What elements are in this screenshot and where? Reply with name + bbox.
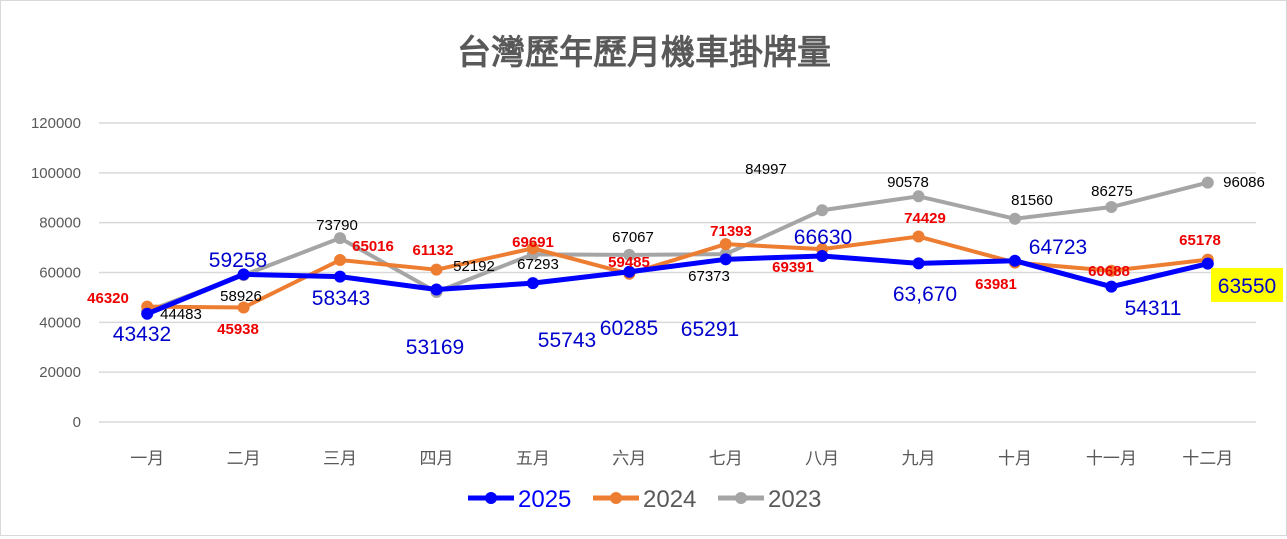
legend-label-2025: 2025 bbox=[518, 486, 571, 513]
data-point-2024 bbox=[237, 301, 250, 314]
data-label-2024: 65178 bbox=[1179, 232, 1221, 249]
x-tick-label: 十一月 bbox=[1086, 449, 1137, 468]
data-label-2024: 65016 bbox=[352, 238, 394, 255]
series-line-2025 bbox=[146, 253, 1209, 317]
data-label-2023: 44483 bbox=[160, 306, 202, 323]
data-label-2023: 67067 bbox=[612, 229, 654, 246]
y-tick-label: 80000 bbox=[39, 215, 81, 232]
data-point-2025 bbox=[237, 268, 250, 281]
y-tick-label: 100000 bbox=[31, 165, 81, 182]
data-point-2023 bbox=[1105, 201, 1118, 214]
y-tick-label: 20000 bbox=[39, 364, 81, 381]
data-point-2025 bbox=[719, 253, 732, 266]
data-point-2025 bbox=[816, 249, 829, 262]
data-point-2025 bbox=[912, 257, 925, 270]
data-label-2024: 63981 bbox=[975, 276, 1017, 293]
y-tick-label: 40000 bbox=[39, 314, 81, 331]
data-label-2024: 71393 bbox=[710, 223, 752, 240]
data-point-2023 bbox=[1008, 212, 1021, 225]
data-label-2025: 66630 bbox=[794, 226, 852, 249]
data-label-2025: 60285 bbox=[600, 317, 658, 340]
data-label-2023: 84997 bbox=[745, 161, 787, 178]
chart-title: 台灣歷年歷月機車掛牌量 bbox=[457, 34, 831, 72]
legend-marker-2025 bbox=[485, 492, 497, 504]
data-point-2023 bbox=[334, 232, 347, 245]
data-label-2024: 60688 bbox=[1088, 263, 1130, 280]
data-label-2025: 59258 bbox=[209, 249, 267, 272]
data-label-2023: 86275 bbox=[1091, 183, 1133, 200]
y-tick-label: 0 bbox=[73, 414, 81, 431]
data-label-2023: 81560 bbox=[1011, 192, 1053, 209]
data-point-2024 bbox=[1105, 264, 1118, 277]
data-point-2024 bbox=[526, 242, 539, 255]
data-label-2025: 64723 bbox=[1029, 236, 1087, 259]
y-tick-label: 60000 bbox=[39, 265, 81, 282]
data-point-2025 bbox=[430, 283, 443, 296]
data-point-2024 bbox=[912, 230, 925, 243]
data-point-2024 bbox=[719, 238, 732, 251]
data-point-2023 bbox=[912, 190, 925, 203]
x-tick-label: 七月 bbox=[709, 449, 743, 468]
data-label-2023: 58926 bbox=[220, 288, 262, 305]
data-point-2025 bbox=[1105, 280, 1118, 293]
data-label-2024: 74429 bbox=[904, 210, 946, 227]
data-point-2025 bbox=[1201, 257, 1214, 270]
data-label-2024: 69691 bbox=[512, 234, 554, 251]
data-label-2023: 90578 bbox=[887, 174, 929, 191]
data-point-2023 bbox=[1201, 176, 1214, 189]
data-label-2024: 61132 bbox=[413, 242, 454, 259]
y-tick-label: 120000 bbox=[31, 115, 81, 132]
data-label-2024: 45938 bbox=[217, 321, 259, 338]
data-point-2025 bbox=[141, 307, 154, 320]
data-label-2023: 52192 bbox=[453, 258, 495, 275]
data-point-2025 bbox=[1008, 254, 1021, 267]
data-label-2025: 55743 bbox=[538, 329, 596, 352]
data-label-2024: 59485 bbox=[608, 254, 650, 271]
data-label-2023: 67373 bbox=[688, 268, 730, 285]
data-label-2024: 69391 bbox=[772, 259, 814, 276]
data-label-2025: 58343 bbox=[312, 287, 370, 310]
data-label-2025: 63,670 bbox=[893, 283, 957, 306]
x-tick-label: 九月 bbox=[902, 449, 936, 468]
data-label-2023: 96086 bbox=[1223, 174, 1265, 191]
data-label-2024: 46320 bbox=[87, 290, 129, 307]
series-line-2023 bbox=[146, 180, 1209, 314]
data-label-2025: 43432 bbox=[113, 323, 171, 346]
data-label-2025: 65291 bbox=[681, 318, 739, 341]
legend-label-2023: 2023 bbox=[768, 486, 821, 513]
x-tick-label: 八月 bbox=[805, 449, 839, 468]
legend-label-2024: 2024 bbox=[643, 486, 696, 513]
data-point-2023 bbox=[623, 248, 636, 261]
x-tick-label: 三月 bbox=[323, 449, 357, 468]
x-tick-label: 十月 bbox=[998, 449, 1032, 468]
data-point-2025 bbox=[334, 270, 347, 283]
legend-marker-2023 bbox=[735, 492, 747, 504]
x-tick-label: 一月 bbox=[130, 449, 164, 468]
x-tick-label: 四月 bbox=[419, 449, 453, 468]
data-label-2025: 53169 bbox=[406, 336, 464, 359]
x-tick-label: 二月 bbox=[227, 449, 261, 468]
data-label-2025: 54311 bbox=[1125, 297, 1182, 320]
highlight-box bbox=[1211, 268, 1283, 302]
data-label-2025: 63550 bbox=[1218, 275, 1276, 298]
data-point-2024 bbox=[334, 254, 347, 267]
data-point-2025 bbox=[526, 277, 539, 290]
x-tick-label: 十二月 bbox=[1182, 449, 1233, 468]
x-tick-label: 六月 bbox=[612, 449, 646, 468]
data-label-2023: 67293 bbox=[517, 256, 559, 273]
x-tick-label: 五月 bbox=[516, 449, 550, 468]
data-point-2025 bbox=[623, 265, 636, 278]
data-label-2023: 73790 bbox=[316, 217, 358, 234]
data-point-2023 bbox=[816, 204, 829, 217]
data-point-2024 bbox=[430, 263, 443, 276]
legend-marker-2024 bbox=[610, 492, 622, 504]
